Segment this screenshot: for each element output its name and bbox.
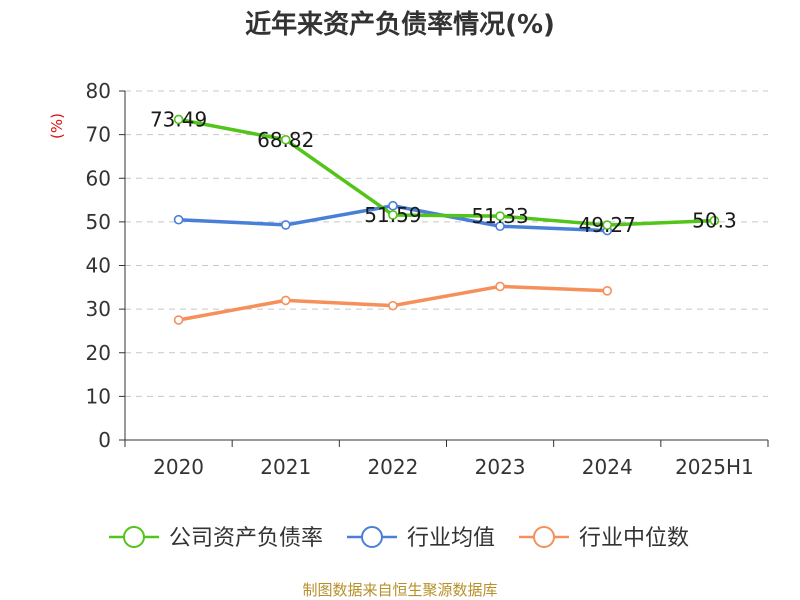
x-tick-label-2022: 2022 [367, 455, 418, 479]
legend-label-2: 行业中位数 [579, 526, 689, 551]
data-label-2024: 49.27 [579, 213, 636, 237]
y-tick-label-20: 20 [86, 341, 111, 365]
chart-title: 近年来资产负债率情况(%) [245, 9, 555, 40]
y-tick-label-0: 0 [98, 428, 111, 452]
data-label-2023: 51.33 [471, 204, 528, 228]
x-tick-label-2025H1: 2025H1 [675, 455, 754, 479]
series-0-point-2022 [388, 210, 398, 220]
y-tick-label-40: 40 [86, 254, 111, 278]
y-tick-label-80: 80 [86, 79, 111, 103]
legend-item-0[interactable]: 公司资产负债率 [109, 526, 323, 551]
series-2-point-2020 [173, 315, 184, 325]
data-labels: 73.49 68.82 51.59 51.33 49.27 50.3 [150, 107, 737, 237]
x-tick-label-2024: 2024 [582, 455, 633, 479]
legend-label-1: 行业均值 [407, 526, 495, 551]
grid-lines [125, 90, 768, 397]
x-tick-label-2020: 2020 [153, 455, 204, 479]
legend-marker-0 [123, 526, 145, 548]
data-label-2020: 73.49 [150, 107, 207, 131]
y-tick-label-70: 70 [86, 123, 111, 147]
data-label-2021: 68.82 [257, 128, 314, 152]
data-label-2022: 51.59 [364, 203, 421, 227]
data-label-2025H1: 50.3 [692, 209, 737, 233]
source-note: 制图数据来自恒生聚源数据库 [302, 581, 497, 599]
series-1-point-2021 [280, 220, 291, 230]
series-2-point-2021 [280, 295, 291, 306]
series-2-point-2022 [388, 300, 398, 311]
series-1-point-2023 [495, 221, 505, 232]
series-0-point-2020 [173, 114, 184, 125]
legend-item-1[interactable]: 行业均值 [347, 526, 495, 551]
x-tick-label-2023: 2023 [475, 455, 526, 479]
series-line-0 [176, 117, 717, 227]
series-1-point-2020 [173, 214, 184, 225]
legend-item-2[interactable]: 行业中位数 [519, 526, 689, 551]
series-0-point-2025H1 [709, 215, 720, 226]
series-layer [173, 114, 720, 325]
y-tick-label-60: 60 [86, 166, 111, 190]
y-tick-label-50: 50 [86, 210, 111, 234]
x-tick-label-2021: 2021 [260, 455, 311, 479]
y-tick-label-30: 30 [86, 297, 111, 321]
legend-marker-2 [533, 526, 555, 548]
legend-label-0: 公司资产负债率 [169, 526, 323, 551]
series-0-point-2023 [495, 211, 505, 221]
y-tick-label-10: 10 [86, 384, 111, 408]
series-2-point-2024 [602, 286, 613, 296]
legend: 公司资产负债率 行业均值 行业中位数 [109, 526, 689, 551]
axes: 0 10 20 30 40 50 60 70 80 2020 2021 2022 2023 2024 202… [86, 79, 769, 479]
series-0-point-2024 [602, 220, 613, 230]
legend-marker-1 [361, 526, 383, 548]
series-0-point-2021 [280, 134, 291, 145]
series-1-point-2022 [388, 200, 398, 211]
y-axis-unit-label: (%) [48, 113, 66, 139]
series-2-point-2023 [495, 281, 505, 292]
